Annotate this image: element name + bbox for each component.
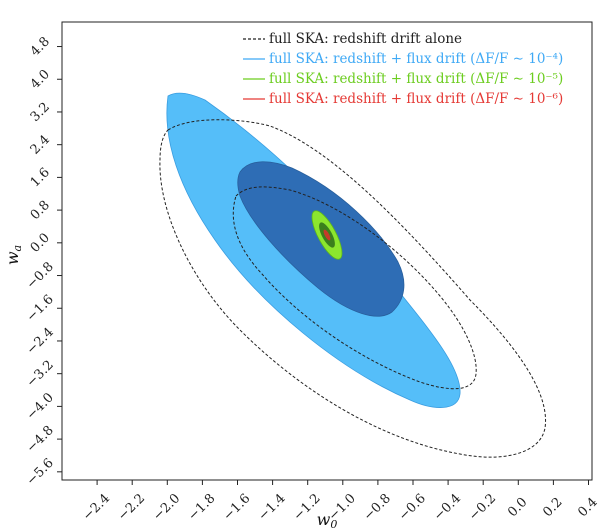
axes-frame (61, 21, 593, 481)
x-axis: −2.4 −2.2 −2.0 −1.8 −1.6 −1.4 −1.2 −1.0 −0.8 −0.6… (80, 480, 601, 524)
legend-entry-label: full SKA: redshift + flux drift (ΔF/F ∼ … (269, 71, 563, 87)
y-tick-label: 3.2 (28, 100, 53, 125)
y-tick-label: −0.8 (24, 259, 57, 292)
contours-layer (159, 92, 547, 458)
y-axis-label-base: w (3, 251, 22, 265)
x-tick-label: −1.8 (185, 491, 218, 524)
y-tick-label: −4.0 (24, 390, 57, 423)
y-tick-label: −2.4 (24, 325, 57, 358)
y-tick-label: −4.8 (24, 423, 57, 456)
x-tick-label: −0.4 (431, 491, 464, 524)
x-tick-label: 0.4 (575, 495, 600, 520)
y-tick-label: 4.8 (28, 34, 53, 59)
x-tick-label: −0.8 (361, 491, 394, 524)
y-axis: 4.84.03.22.41.60.80.0−0.8−1.6−2.4−3.2−4.… (24, 34, 62, 489)
y-tick-label: −1.6 (24, 292, 57, 325)
y-tick-label: 2.4 (28, 132, 53, 157)
y-tick-label: −5.6 (24, 456, 57, 489)
y-tick-label: 0.0 (28, 231, 53, 256)
y-axis-label: wa (3, 245, 24, 265)
legend-entry-label: full SKA: redshift drift alone (269, 31, 462, 47)
x-axis-label: w0 (317, 510, 338, 531)
x-tick-label: 0.2 (540, 495, 565, 520)
x-tick-label: 0.0 (505, 495, 530, 520)
x-axis-label-sub: 0 (330, 518, 337, 531)
x-tick-label: −1.4 (256, 491, 289, 524)
x-tick-label: −2.2 (115, 491, 148, 524)
x-tick-label: −2.4 (80, 491, 113, 524)
x-tick-label: −1.6 (221, 491, 254, 524)
x-tick-label: −0.6 (396, 491, 429, 524)
legend-entry-label: full SKA: redshift + flux drift (ΔF/F ∼ … (269, 51, 563, 67)
y-tick-label: 1.6 (28, 165, 53, 190)
y-tick-label: −3.2 (24, 358, 57, 391)
contour-dashed-2sigma (159, 119, 547, 458)
contour-red (323, 229, 331, 241)
x-tick-label: −2.0 (150, 491, 183, 524)
x-axis-label-base: w (317, 510, 331, 529)
y-axis-label-sub: a (11, 245, 24, 252)
legend: full SKA: redshift drift alone full SKA: … (243, 31, 563, 107)
x-tick-label: −0.2 (466, 491, 499, 524)
y-tick-label: 0.8 (28, 198, 53, 223)
contour-dashed-1sigma (232, 186, 477, 390)
legend-entry-label: full SKA: redshift + flux drift (ΔF/F ∼ … (269, 91, 563, 107)
y-tick-label: 4.0 (28, 67, 53, 92)
